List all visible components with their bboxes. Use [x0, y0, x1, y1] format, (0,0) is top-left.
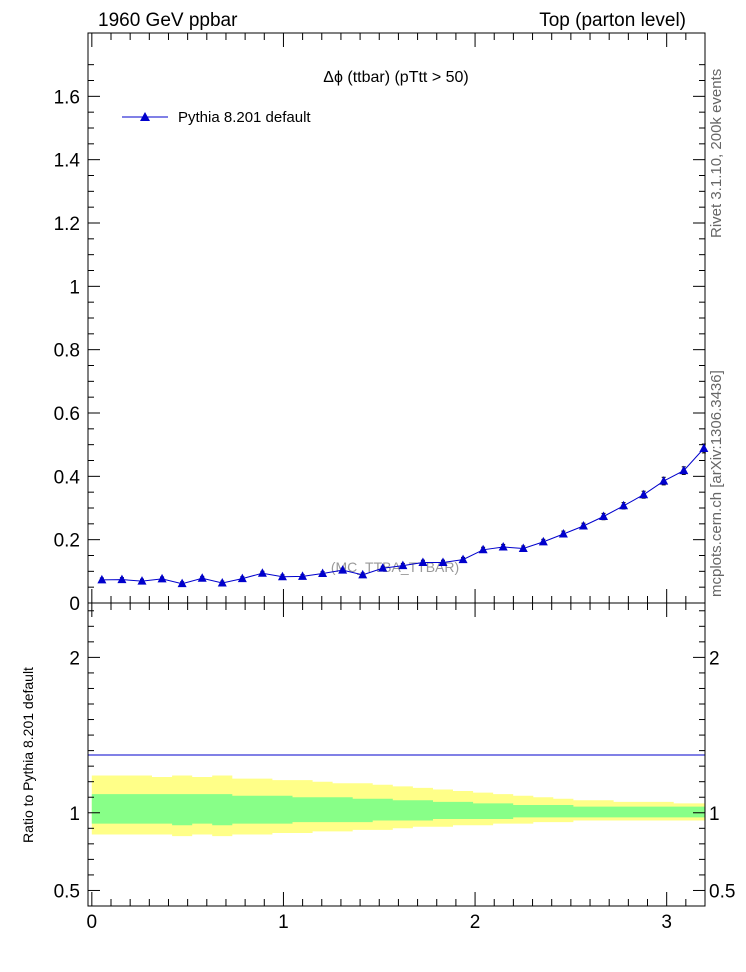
data-point [277, 571, 287, 581]
data-point [578, 521, 588, 530]
data-point [699, 443, 709, 452]
data-point [458, 554, 468, 564]
header-left: 1960 GeV ppbar [98, 10, 238, 31]
data-point [197, 573, 207, 582]
ratio-ytick-label-right: 2 [709, 648, 720, 669]
data-point [438, 557, 448, 566]
data-point [498, 541, 508, 551]
main-ytick-label: 1.6 [54, 87, 80, 108]
data-point [97, 574, 107, 584]
data-point [237, 573, 247, 583]
data-point [378, 563, 388, 572]
mcplots-label: mcplots.cern.ch [arXiv:1306.3436] [708, 370, 725, 597]
main-y-ticks: 0 0.2 0.4 0.6 0.8 1 1.2 1.4 1.6 [54, 64, 705, 615]
ratio-panel: 0.5 0.5 1 1 2 2 0 1 2 3 Ratio to Pythia 8.201 de… [20, 602, 735, 933]
data-point [418, 557, 428, 566]
data-point [558, 528, 568, 538]
main-ytick-label: 0.2 [54, 531, 80, 552]
main-x-ticks [91, 33, 687, 603]
data-point [217, 578, 227, 587]
ratio-xtick-label: 0 [87, 912, 98, 933]
main-ytick-label: 0.8 [54, 341, 80, 362]
main-ytick-label: 1.4 [54, 151, 81, 172]
ratio-y-ticks: 0.5 0.5 1 1 2 2 [54, 610, 735, 902]
legend: Pythia 8.201 default [122, 109, 311, 126]
data-point [599, 511, 609, 521]
main-ytick-label: 0 [69, 594, 80, 615]
data-point [619, 500, 629, 510]
ratio-ylabel: Ratio to Pythia 8.201 default [20, 667, 36, 843]
main-ytick-label: 1 [69, 277, 80, 298]
main-ytick-label: 1.2 [54, 214, 80, 235]
main-ytick-label: 0.6 [54, 404, 80, 425]
ratio-xtick-label: 2 [470, 912, 481, 933]
data-point [137, 576, 147, 585]
data-point [639, 489, 649, 499]
data-point [659, 476, 669, 485]
data-point [338, 565, 348, 574]
data-point [398, 560, 408, 570]
ratio-xtick-label: 1 [278, 912, 289, 933]
data-point [358, 569, 368, 579]
data-point [538, 536, 548, 546]
data-point [257, 568, 267, 577]
rivet-label: Rivet 3.1.10, 200k events [708, 69, 725, 238]
plot-title: Δϕ (ttbar) (pTtt > 50) [323, 69, 468, 86]
data-point [518, 543, 528, 553]
data-point [318, 568, 328, 578]
main-ytick-label: 0.4 [54, 467, 81, 488]
ratio-ytick-label-right: 0.5 [709, 881, 735, 902]
ratio-frame [87, 602, 706, 907]
data-point [157, 573, 167, 583]
ratio-ytick-label: 0.5 [54, 881, 80, 902]
series-layer [97, 443, 709, 588]
main-panel: 0 0.2 0.4 0.6 0.8 1 1.2 1.4 1.6 Δϕ (ttbar) (pTtt… [54, 32, 709, 615]
data-point [679, 465, 689, 475]
ratio-bands [91, 775, 706, 837]
data-point [478, 544, 488, 554]
legend-label: Pythia 8.201 default [178, 109, 311, 126]
ratio-ytick-label: 1 [69, 804, 80, 825]
data-point [117, 574, 127, 584]
ratio-ytick-label: 2 [69, 648, 80, 669]
ratio-x-ticks: 0 1 2 3 [87, 603, 687, 933]
data-point [298, 571, 308, 580]
ratio-ytick-label-right: 1 [709, 804, 720, 825]
header-right: Top (parton level) [539, 10, 686, 31]
uncertainty-band-green [91, 794, 706, 826]
data-point [177, 578, 187, 588]
ratio-xtick-label: 3 [661, 912, 672, 933]
legend-marker [140, 112, 150, 121]
